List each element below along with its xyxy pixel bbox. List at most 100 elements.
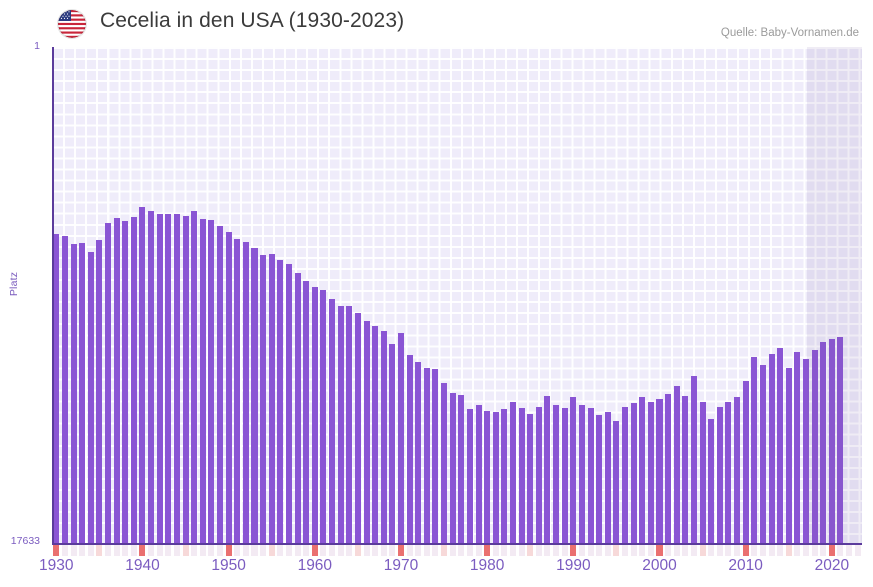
bar-1946[interactable] <box>191 210 198 545</box>
bar-1975[interactable] <box>441 382 448 545</box>
bar-1990[interactable] <box>570 397 577 545</box>
bar-2016[interactable] <box>794 352 801 545</box>
bar-1937[interactable] <box>113 218 120 545</box>
bar-2007[interactable] <box>716 406 723 545</box>
bar-1960[interactable] <box>311 287 318 545</box>
bar-1989[interactable] <box>561 408 568 545</box>
bar-1997[interactable] <box>630 403 637 545</box>
bar-1991[interactable] <box>578 405 585 545</box>
bar-1950[interactable] <box>225 231 232 545</box>
bar-1995[interactable] <box>613 421 620 545</box>
bar-1979[interactable] <box>475 404 482 545</box>
bar-1972[interactable] <box>415 361 422 545</box>
bar-1963[interactable] <box>337 306 344 545</box>
bar-1974[interactable] <box>432 368 439 545</box>
bar-1957[interactable] <box>285 264 292 545</box>
bar-1994[interactable] <box>604 412 611 545</box>
bar-1952[interactable] <box>242 241 249 545</box>
bar-1940[interactable] <box>139 207 146 545</box>
bar-2021[interactable] <box>837 336 844 545</box>
bar-2020[interactable] <box>828 338 835 545</box>
bar-2006[interactable] <box>708 418 715 545</box>
bar-1955[interactable] <box>268 253 275 545</box>
bar-1993[interactable] <box>596 414 603 545</box>
bar-2009[interactable] <box>734 396 741 545</box>
bar-1947[interactable] <box>199 218 206 545</box>
bar-1965[interactable] <box>354 312 361 545</box>
bar-2010[interactable] <box>742 381 749 545</box>
x-tick-mark-1985 <box>527 545 534 556</box>
x-tick-mark-1982 <box>501 545 508 556</box>
bar-2001[interactable] <box>665 394 672 545</box>
bar-2017[interactable] <box>802 359 809 545</box>
bar-1930[interactable] <box>53 233 60 545</box>
bar-1948[interactable] <box>208 219 215 545</box>
bar-1942[interactable] <box>156 214 163 545</box>
bar-1982[interactable] <box>501 408 508 545</box>
bar-1959[interactable] <box>303 280 310 545</box>
bar-1999[interactable] <box>647 401 654 545</box>
bar-1992[interactable] <box>587 407 594 545</box>
bar-1938[interactable] <box>122 220 129 545</box>
bar-1954[interactable] <box>260 255 267 545</box>
bar-1969[interactable] <box>389 343 396 545</box>
bar-1985[interactable] <box>527 414 534 545</box>
x-tick-mark-1975 <box>441 545 448 556</box>
bar-1935[interactable] <box>96 239 103 545</box>
bar-1931[interactable] <box>61 235 68 545</box>
bar-2013[interactable] <box>768 353 775 545</box>
bar-1933[interactable] <box>79 242 86 545</box>
x-tick-mark-1955 <box>268 545 275 556</box>
bar-1996[interactable] <box>622 406 629 545</box>
bar-1978[interactable] <box>466 409 473 545</box>
bar-1988[interactable] <box>553 404 560 545</box>
bar-1932[interactable] <box>70 243 77 545</box>
bar-2002[interactable] <box>673 385 680 545</box>
bar-2004[interactable] <box>690 375 697 545</box>
bar-1973[interactable] <box>423 367 430 545</box>
x-tick-mark-1953 <box>251 545 258 556</box>
bar-2011[interactable] <box>751 356 758 545</box>
bar-1936[interactable] <box>104 222 112 545</box>
bar-2018[interactable] <box>811 349 818 545</box>
bar-1956[interactable] <box>277 260 284 545</box>
bar-1967[interactable] <box>372 325 379 545</box>
bar-1962[interactable] <box>329 299 336 545</box>
bar-2012[interactable] <box>759 365 766 545</box>
bar-1939[interactable] <box>130 216 137 545</box>
bar-1981[interactable] <box>492 411 499 545</box>
x-tick-mark-2005 <box>699 545 706 556</box>
bar-1976[interactable] <box>449 392 456 545</box>
bar-1951[interactable] <box>234 239 241 545</box>
bar-1970[interactable] <box>397 332 404 545</box>
bar-1945[interactable] <box>182 216 189 545</box>
bar-1958[interactable] <box>294 273 301 545</box>
bar-1944[interactable] <box>173 214 180 545</box>
bar-2005[interactable] <box>699 401 706 545</box>
bar-1968[interactable] <box>380 330 387 545</box>
x-tick-mark-1968 <box>380 545 387 556</box>
bar-1966[interactable] <box>363 320 370 545</box>
bar-2015[interactable] <box>785 367 792 545</box>
bar-1980[interactable] <box>484 410 491 545</box>
bar-1986[interactable] <box>535 406 542 545</box>
bar-1971[interactable] <box>406 354 413 545</box>
bar-1949[interactable] <box>217 225 224 545</box>
bar-1934[interactable] <box>87 251 94 545</box>
bar-1941[interactable] <box>148 211 155 545</box>
bar-2014[interactable] <box>777 347 784 545</box>
bar-1977[interactable] <box>458 394 465 545</box>
bar-1961[interactable] <box>320 290 327 545</box>
bar-2003[interactable] <box>682 395 689 545</box>
x-tick-mark-2007 <box>716 545 723 556</box>
bar-1998[interactable] <box>639 397 646 545</box>
bar-1953[interactable] <box>251 247 258 545</box>
bar-2008[interactable] <box>725 402 732 545</box>
bar-1943[interactable] <box>165 214 172 545</box>
bar-2019[interactable] <box>820 342 827 545</box>
bar-1984[interactable] <box>518 408 525 545</box>
bar-2000[interactable] <box>656 399 663 545</box>
bar-1964[interactable] <box>346 305 353 545</box>
bar-1987[interactable] <box>544 395 551 545</box>
bar-1983[interactable] <box>509 402 517 545</box>
